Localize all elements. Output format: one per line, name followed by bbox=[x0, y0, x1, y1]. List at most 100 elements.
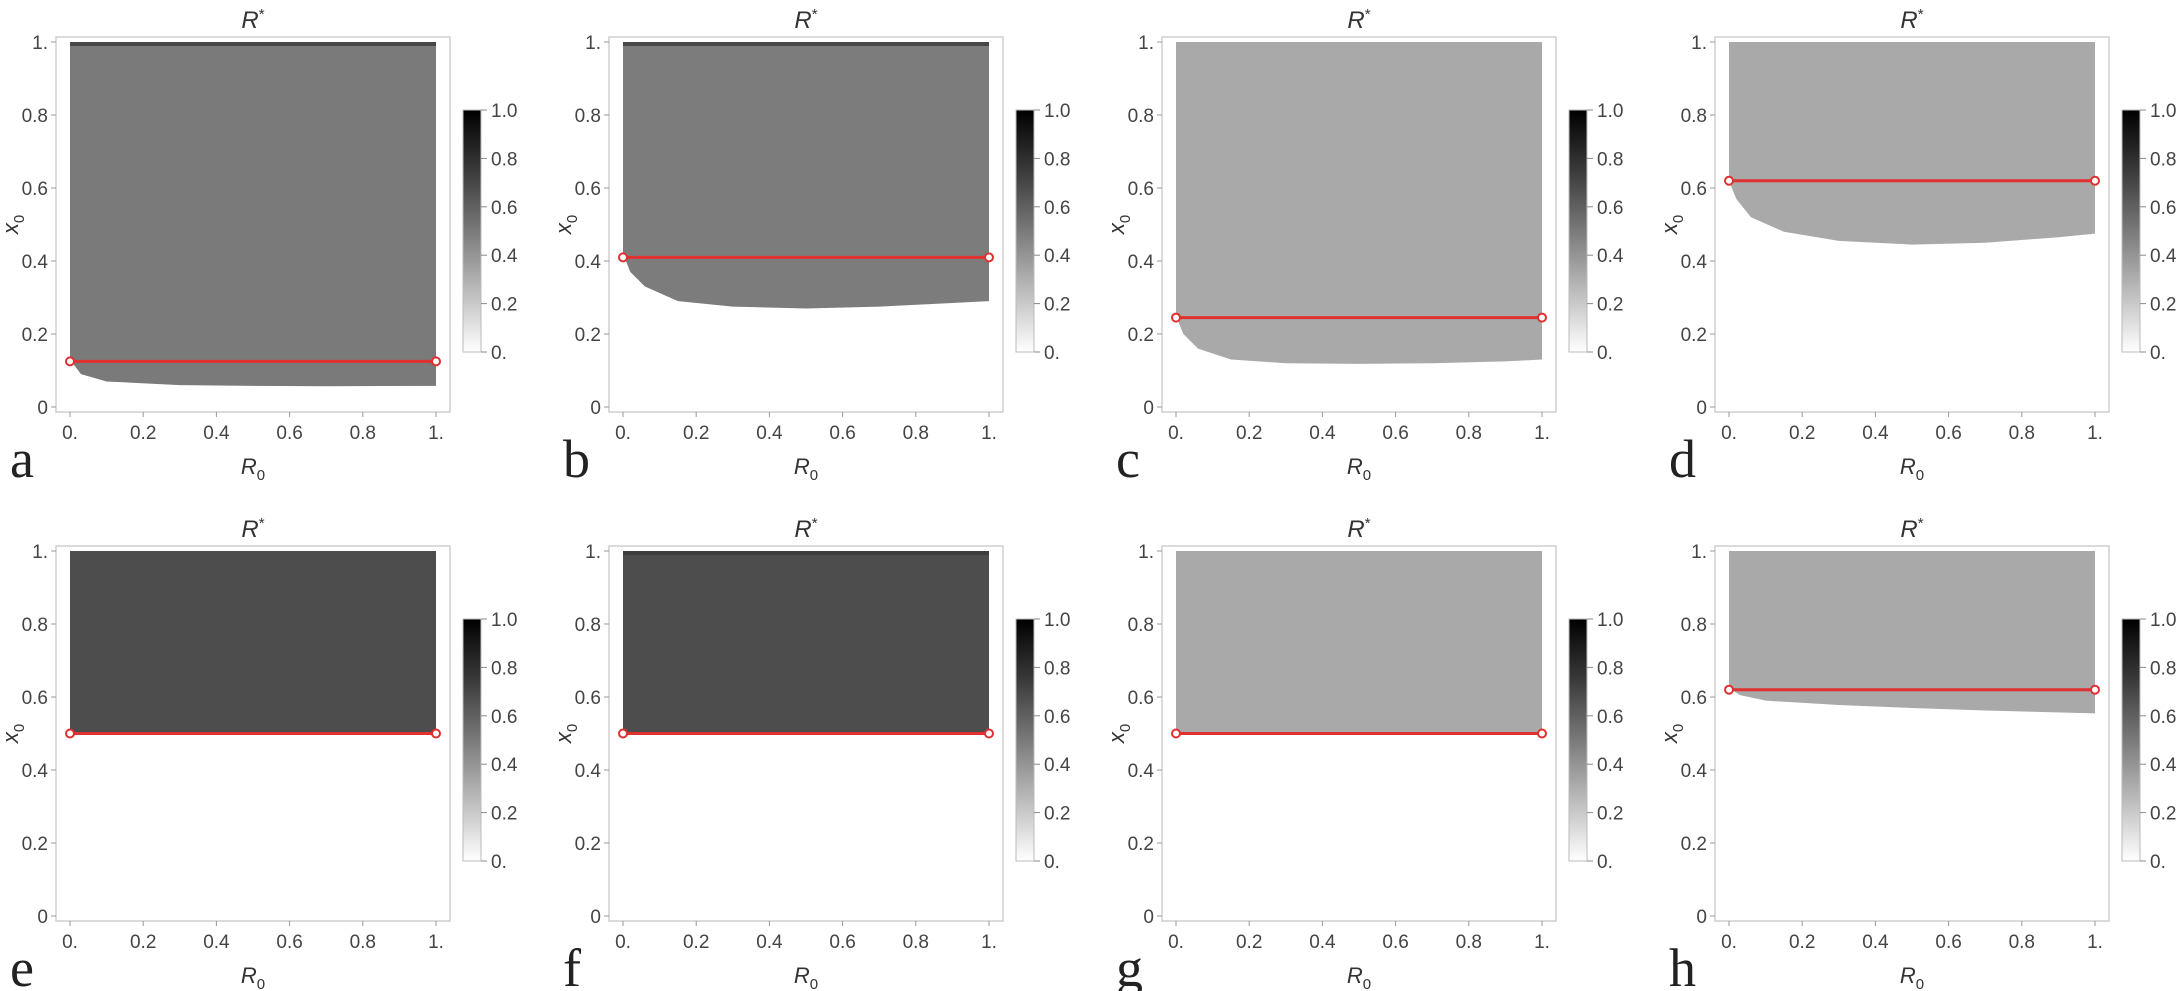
y-tick-label: 0.6 bbox=[575, 179, 601, 200]
y-axis-title: x0 bbox=[1104, 724, 1134, 744]
colorbar-tick-label: 0.2 bbox=[1044, 804, 1070, 825]
heatmap-top-band bbox=[1176, 551, 1542, 555]
threshold-marker-left bbox=[1724, 684, 1734, 695]
colorbar-tick-label: 0.4 bbox=[491, 246, 518, 267]
y-tick-label: 0.6 bbox=[1681, 179, 1707, 200]
x-tick-label: 0.8 bbox=[2009, 423, 2035, 444]
threshold-marker-left bbox=[1171, 312, 1181, 323]
panel-letter: b bbox=[563, 429, 590, 489]
x-tick-label: 0.2 bbox=[130, 423, 156, 444]
y-tick-label: 0.8 bbox=[1681, 106, 1707, 127]
y-axis-title: x0 bbox=[551, 215, 581, 235]
colorbar bbox=[2121, 618, 2141, 862]
x-tick-label: 0. bbox=[1721, 932, 1737, 953]
colorbar-tick-label: 0.6 bbox=[1044, 707, 1070, 728]
x-tick-label: 1. bbox=[2087, 932, 2103, 953]
panel-letter: h bbox=[1669, 938, 1696, 991]
y-tick-label: 0.8 bbox=[22, 106, 48, 127]
colorbar-tick-label: 0.2 bbox=[491, 804, 517, 825]
y-tick-label: 0.6 bbox=[1128, 179, 1154, 200]
colorbar-tick-label: 0.6 bbox=[1044, 198, 1070, 219]
colorbar-tick-label: 1.0 bbox=[1044, 101, 1070, 122]
y-tick-label: 0.8 bbox=[575, 615, 601, 636]
x-tick-label: 0. bbox=[62, 423, 78, 444]
threshold-marker-right bbox=[2090, 175, 2100, 186]
colorbar-tick-label: 0. bbox=[1044, 343, 1060, 364]
heatmap-region bbox=[623, 42, 989, 309]
panel-letter: a bbox=[10, 429, 34, 489]
y-tick-label: 1. bbox=[585, 33, 601, 54]
x-tick-label: 1. bbox=[1534, 932, 1550, 953]
y-tick-label: 0.2 bbox=[1128, 834, 1154, 855]
heatmap-top-band bbox=[1729, 551, 2095, 555]
x-axis-title: R0 bbox=[241, 454, 265, 484]
x-tick-label: 0.8 bbox=[903, 932, 929, 953]
colorbar-tick-label: 0. bbox=[1597, 852, 1613, 873]
panel-letter: c bbox=[1116, 429, 1140, 489]
panel-e: 0. 0.2 0.4 0.6 0.8 1.00.20.40.60.81.R*R0x0e1.… bbox=[0, 515, 518, 991]
x-tick-label: 0.6 bbox=[276, 932, 302, 953]
colorbar-tick-label: 0.8 bbox=[1044, 149, 1070, 170]
y-tick-label: 0.2 bbox=[1681, 834, 1707, 855]
heatmap-region bbox=[623, 551, 989, 734]
y-tick-label: 0.6 bbox=[22, 179, 48, 200]
heatmap-region bbox=[70, 551, 436, 734]
panel-h: 0. 0.2 0.4 0.6 0.8 1.00.20.40.60.81.R*R0x0h1.… bbox=[1657, 515, 2177, 991]
heatmap-region bbox=[1729, 551, 2095, 714]
colorbar-tick-label: 1.0 bbox=[1044, 610, 1070, 631]
x-tick-label: 0.2 bbox=[1789, 423, 1815, 444]
colorbar-tick-label: 0.8 bbox=[1044, 658, 1070, 679]
threshold-marker-right bbox=[984, 728, 994, 739]
heatmap-region bbox=[1176, 42, 1542, 364]
colorbar-tick-label: 0.4 bbox=[1597, 755, 1624, 776]
colorbar-tick-label: 1.0 bbox=[491, 101, 517, 122]
threshold-marker-right bbox=[1537, 312, 1547, 323]
threshold-marker-right bbox=[431, 728, 441, 739]
y-tick-label: 1. bbox=[1138, 542, 1154, 563]
y-tick-label: 0.4 bbox=[575, 761, 602, 782]
y-tick-label: 0 bbox=[590, 907, 601, 928]
colorbar-tick-label: 0. bbox=[2150, 343, 2166, 364]
threshold-marker-right bbox=[1537, 728, 1547, 739]
panel-d: 0. 0.2 0.4 0.6 0.8 1.00.20.40.60.81.R*R0x0d1.… bbox=[1657, 6, 2177, 489]
x-tick-label: 0.4 bbox=[1862, 423, 1889, 444]
heatmap-top-band bbox=[70, 42, 436, 46]
x-tick-label: 0.8 bbox=[2009, 932, 2035, 953]
y-tick-label: 0.2 bbox=[22, 834, 48, 855]
y-axis-title: x0 bbox=[1104, 215, 1134, 235]
x-tick-label: 0.8 bbox=[350, 932, 376, 953]
panel-title: R* bbox=[241, 6, 264, 34]
x-tick-label: 1. bbox=[428, 932, 444, 953]
panel-b: 0. 0.2 0.4 0.6 0.8 1.00.20.40.60.81.R*R0x0b1.… bbox=[551, 6, 1071, 489]
y-tick-label: 0.8 bbox=[22, 615, 48, 636]
panel-g: 0. 0.2 0.4 0.6 0.8 1.00.20.40.60.81.R*R0x0g1.… bbox=[1104, 515, 1624, 991]
colorbar-tick-label: 0.2 bbox=[2150, 804, 2176, 825]
colorbar-tick-label: 0.4 bbox=[2150, 755, 2177, 776]
y-axis-title: x0 bbox=[0, 215, 28, 235]
y-tick-label: 1. bbox=[1691, 33, 1707, 54]
panel-f: 0. 0.2 0.4 0.6 0.8 1.00.20.40.60.81.R*R0x0f1.… bbox=[551, 515, 1071, 991]
y-tick-label: 1. bbox=[1691, 542, 1707, 563]
threshold-marker-left bbox=[1171, 728, 1181, 739]
x-tick-label: 0. bbox=[615, 932, 631, 953]
panel-a: 0. 0.2 0.4 0.6 0.8 1.00.20.40.60.81.R*R0x0a1.… bbox=[0, 6, 518, 489]
x-tick-label: 0.6 bbox=[1935, 423, 1961, 444]
colorbar-tick-label: 0.4 bbox=[1044, 246, 1071, 267]
heatmap-top-band bbox=[1176, 42, 1542, 46]
colorbar-tick-label: 0.6 bbox=[491, 707, 517, 728]
y-tick-label: 1. bbox=[585, 542, 601, 563]
x-axis-title: R0 bbox=[1347, 454, 1371, 484]
y-tick-label: 0.6 bbox=[1681, 688, 1707, 709]
y-tick-label: 0 bbox=[37, 398, 48, 419]
colorbar-tick-label: 1.0 bbox=[2150, 101, 2176, 122]
colorbar-tick-label: 0.4 bbox=[1597, 246, 1624, 267]
colorbar bbox=[462, 109, 482, 353]
colorbar bbox=[2121, 109, 2141, 353]
y-tick-label: 0.8 bbox=[1128, 615, 1154, 636]
threshold-marker-left bbox=[618, 728, 628, 739]
panel-letter: g bbox=[1116, 938, 1143, 991]
panel-title: R* bbox=[1347, 515, 1370, 543]
x-tick-label: 1. bbox=[981, 423, 997, 444]
colorbar-tick-label: 0.8 bbox=[1597, 149, 1623, 170]
